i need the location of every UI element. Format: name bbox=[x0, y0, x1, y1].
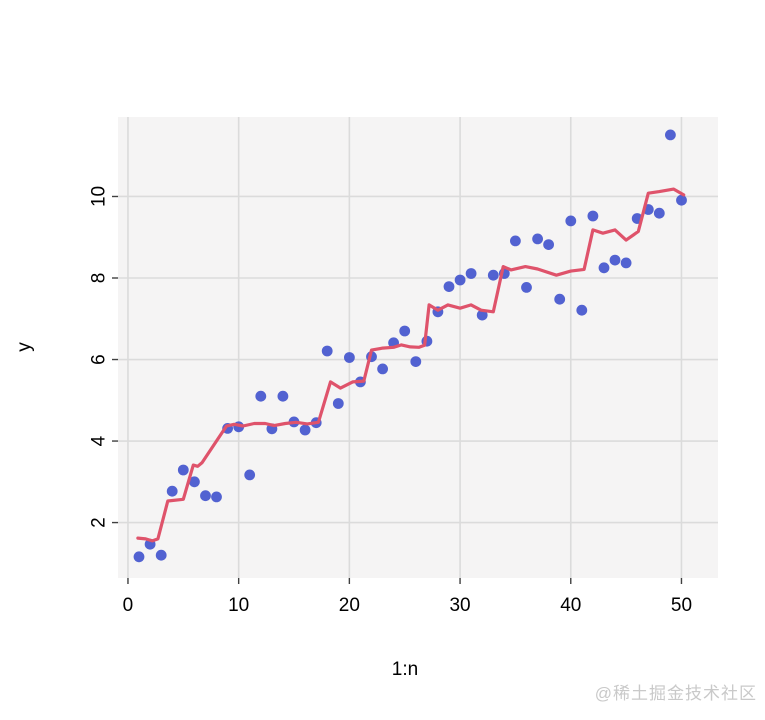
tick-label-x: 50 bbox=[671, 595, 692, 616]
data-point bbox=[476, 309, 488, 321]
data-point bbox=[133, 551, 145, 563]
data-point bbox=[609, 254, 621, 266]
tick-label-x: 10 bbox=[228, 595, 249, 616]
tick-label-x: 30 bbox=[449, 595, 470, 616]
data-point bbox=[321, 345, 333, 357]
tick-label-x: 40 bbox=[560, 595, 581, 616]
data-point bbox=[166, 485, 178, 497]
x-axis-title: 1:n bbox=[392, 659, 418, 680]
data-point bbox=[620, 257, 632, 269]
data-point bbox=[377, 363, 388, 375]
data-point bbox=[255, 390, 267, 402]
tick-label-y: 6 bbox=[89, 354, 110, 365]
data-point bbox=[487, 269, 499, 281]
data-point bbox=[200, 490, 211, 502]
data-point bbox=[277, 390, 289, 402]
data-point bbox=[532, 233, 543, 245]
watermark: @稀土掘金技术社区 bbox=[594, 684, 757, 703]
tick-label-x: 20 bbox=[339, 595, 360, 616]
data-point bbox=[399, 325, 411, 337]
tick-label-x: 0 bbox=[123, 595, 134, 616]
tick-label-y: 4 bbox=[89, 435, 110, 446]
data-point bbox=[598, 262, 610, 274]
data-point bbox=[465, 268, 477, 279]
data-point bbox=[211, 491, 222, 503]
data-point bbox=[510, 235, 521, 247]
data-point bbox=[665, 129, 676, 141]
data-point bbox=[344, 352, 355, 363]
data-point bbox=[443, 281, 455, 292]
data-point bbox=[299, 424, 311, 436]
data-point bbox=[410, 356, 422, 367]
axis-ticks: 0 10 20 30 40 50 2 4 6 8 10 bbox=[89, 186, 692, 616]
data-point bbox=[576, 304, 588, 316]
data-point bbox=[332, 398, 344, 409]
data-point bbox=[244, 469, 256, 481]
fit-line bbox=[136, 187, 686, 543]
data-point bbox=[653, 207, 665, 219]
data-point bbox=[189, 476, 200, 488]
data-point bbox=[543, 239, 554, 251]
data-point bbox=[454, 274, 466, 286]
tick-label-y: 8 bbox=[89, 273, 110, 284]
y-axis-title: y bbox=[14, 342, 35, 352]
tick-label-y: 2 bbox=[89, 517, 110, 528]
data-point bbox=[676, 194, 687, 206]
data-point bbox=[155, 549, 167, 561]
data-point bbox=[554, 293, 566, 305]
data-point bbox=[521, 282, 532, 293]
tick-label-y: 10 bbox=[89, 186, 110, 207]
data-point bbox=[177, 464, 189, 476]
data-point bbox=[565, 215, 577, 227]
data-point bbox=[587, 210, 599, 222]
data-marks bbox=[133, 129, 687, 563]
